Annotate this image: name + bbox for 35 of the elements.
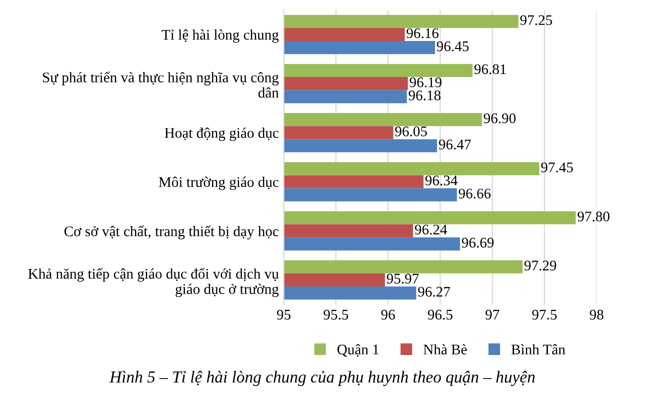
x-tick-label: 97	[486, 310, 500, 320]
data-label: 96.47	[438, 140, 471, 150]
data-label: 96.69	[462, 238, 494, 248]
x-tick-label: 98	[590, 310, 604, 320]
data-label: 97.29	[524, 260, 556, 271]
x-tick-label: 96	[381, 310, 395, 320]
data-label: 96.45	[436, 41, 469, 52]
y-tick-label: Cơ sở vật chất, trang thiết bị dạy học	[64, 226, 278, 240]
data-label: 97.80	[578, 212, 610, 222]
legend-label: Nhà Bè	[424, 344, 467, 354]
data-label: 97.45	[541, 162, 573, 172]
x-tick-label: 97.5	[532, 310, 557, 320]
y-tick-label: Sự phát triển và thực hiện nghĩa vụ công dân	[42, 72, 279, 98]
x-tick-label: 95.5	[324, 310, 348, 320]
data-label: 96.27	[418, 286, 450, 297]
text: Hình 5 – Tỉ lệ hài lòng chung của phụ huynh theo quận – huyện	[109, 370, 535, 386]
x-tick-label: 95	[276, 310, 291, 320]
data-label: 96.90	[484, 113, 516, 124]
y-tick-label: Môi trường giáo dục	[158, 176, 278, 190]
data-label: 96.81	[474, 64, 506, 74]
data-label: 96.34	[425, 176, 458, 186]
x-tick-label: 96.5	[428, 310, 452, 320]
y-tick-label: Khả năng tiếp cận giáo dục đối với dịch vụ giáo dục ở trường	[28, 268, 279, 298]
data-label: 96.16	[406, 28, 439, 38]
data-label: 95.97	[386, 274, 419, 284]
data-label: 96.24	[414, 224, 448, 235]
data-label: 97.25	[520, 15, 552, 26]
data-label: 96.66	[458, 188, 491, 199]
y-tick-label: Hoạt động giáo dục	[164, 128, 278, 141]
data-label: 96.18	[408, 90, 440, 100]
legend-label: Quận 1	[337, 344, 378, 357]
data-label: 96.19	[410, 77, 442, 88]
legend-label: Bình Tân	[511, 344, 566, 354]
y-tick-label: Tỉ lệ hài lòng chung	[162, 29, 279, 43]
data-label: 96.05	[395, 126, 427, 136]
